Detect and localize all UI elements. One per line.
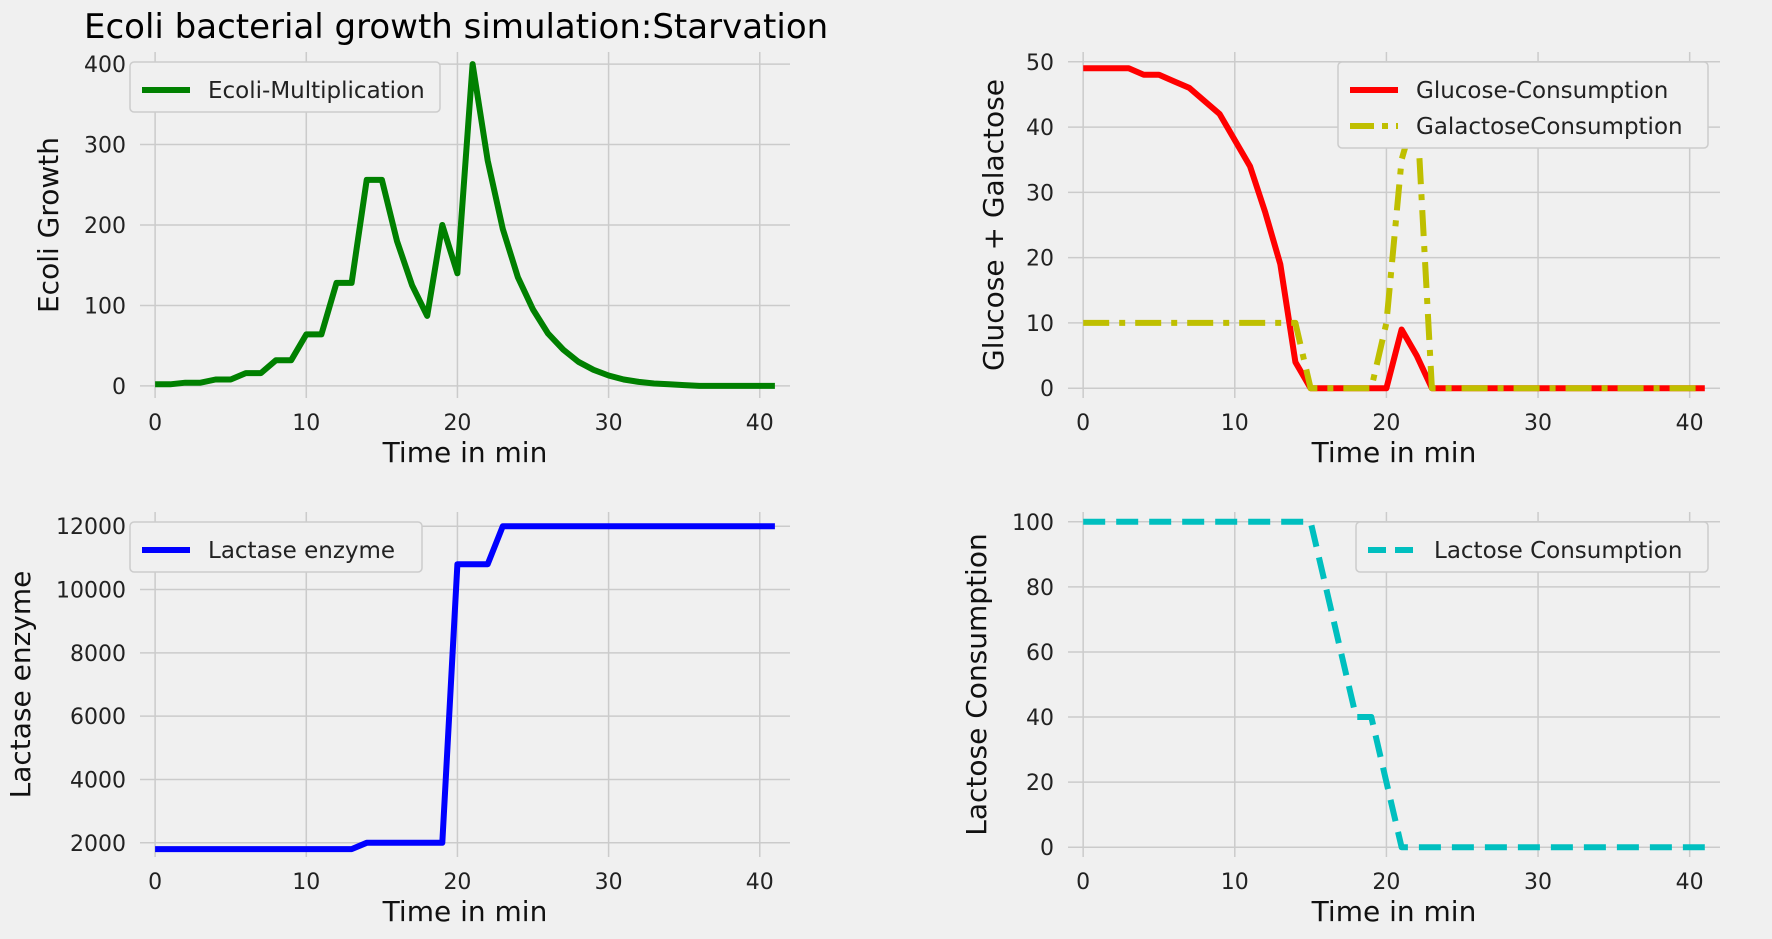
legend: Lactose Consumption: [1355, 521, 1709, 573]
y-axis-label: Lactose Consumption: [960, 533, 993, 835]
series-line-1: [1083, 518, 1705, 851]
figure-title: Ecoli bacterial growth simulation:Starva…: [84, 7, 828, 47]
y-tick-label: 8000: [70, 642, 126, 667]
series-line-2: [1083, 104, 1705, 392]
x-tick-label: 10: [292, 411, 320, 436]
x-tick-label: 0: [148, 870, 162, 895]
x-tick-label: 30: [595, 870, 623, 895]
y-tick-label: 20: [1026, 247, 1054, 272]
x-tick-label: 10: [1221, 411, 1249, 436]
y-tick-label: 0: [1040, 377, 1054, 402]
y-tick-label: 0: [112, 375, 126, 400]
x-axis-label: Time in min: [382, 895, 548, 928]
y-tick-label: 10: [1026, 312, 1054, 337]
legend-label: GalactoseConsumption: [1416, 114, 1683, 140]
y-tick-label: 6000: [70, 705, 126, 730]
y-tick-label: 30: [1026, 181, 1054, 206]
x-axis-label: Time in min: [382, 436, 548, 469]
x-tick-label: 40: [746, 870, 774, 895]
y-tick-label: 4000: [70, 768, 126, 793]
series-line-1: [155, 61, 775, 389]
legend-label: Glucose-Consumption: [1416, 78, 1668, 104]
x-tick-label: 10: [292, 870, 320, 895]
x-tick-label: 0: [148, 411, 162, 436]
y-tick-label: 12000: [56, 515, 126, 540]
x-tick-label: 0: [1076, 411, 1090, 436]
legend-box: [129, 61, 441, 113]
x-tick-label: 40: [746, 411, 774, 436]
y-tick-label: 300: [84, 134, 126, 159]
legend-label: Lactase enzyme: [208, 538, 395, 564]
y-tick-label: 100: [84, 294, 126, 319]
subplot-2: 0 10 20 30 40 0 10 20 30 40 50 Time in min Glucose +…: [977, 51, 1720, 469]
x-tick-label: 40: [1676, 870, 1704, 895]
series-line-1: [1083, 65, 1705, 392]
series-line-1: [155, 523, 775, 853]
x-tick-label: 20: [443, 411, 471, 436]
legend: Glucose-Consumption GalactoseConsumption: [1337, 61, 1709, 149]
legend: Ecoli-Multiplication: [129, 61, 441, 113]
y-axis-label: Ecoli Growth: [32, 137, 65, 313]
legend-box: [1337, 61, 1709, 149]
y-tick-label: 40: [1026, 116, 1054, 141]
legend: Lactase enzyme: [129, 521, 423, 573]
x-tick-label: 40: [1676, 411, 1704, 436]
y-axis-label: Lactase enzyme: [4, 571, 37, 799]
y-tick-label: 40: [1026, 706, 1054, 731]
x-axis-label: Time in min: [1311, 895, 1477, 928]
x-tick-label: 30: [1524, 411, 1552, 436]
y-tick-label: 2000: [70, 832, 126, 857]
y-tick-label: 60: [1026, 641, 1054, 666]
y-tick-label: 200: [84, 214, 126, 239]
x-tick-label: 30: [595, 411, 623, 436]
legend-label: Lactose Consumption: [1434, 538, 1682, 564]
x-tick-label: 30: [1524, 870, 1552, 895]
legend-box: [129, 521, 423, 573]
y-tick-label: 50: [1026, 51, 1054, 76]
x-axis-label: Time in min: [1311, 436, 1477, 469]
y-tick-label: 0: [1040, 836, 1054, 861]
x-tick-label: 10: [1221, 870, 1249, 895]
y-axis-label: Glucose + Galactose: [977, 79, 1010, 371]
y-tick-label: 10000: [56, 579, 126, 604]
x-tick-label: 20: [1372, 411, 1400, 436]
subplot-3: 0 10 20 30 40 2000 4000 6000 8000 10000 12000 Time …: [4, 512, 790, 928]
x-tick-label: 20: [1372, 870, 1400, 895]
y-tick-label: 20: [1026, 771, 1054, 796]
x-tick-label: 20: [443, 870, 471, 895]
legend-label: Ecoli-Multiplication: [208, 78, 425, 104]
y-tick-label: 80: [1026, 576, 1054, 601]
y-tick-label: 100: [1012, 511, 1054, 536]
x-tick-label: 0: [1076, 870, 1090, 895]
y-tick-label: 400: [84, 53, 126, 78]
legend-box: [1355, 521, 1709, 573]
subplot-4: 0 10 20 30 40 0 20 40 60 80 100 Time in min Lactose …: [960, 511, 1720, 928]
